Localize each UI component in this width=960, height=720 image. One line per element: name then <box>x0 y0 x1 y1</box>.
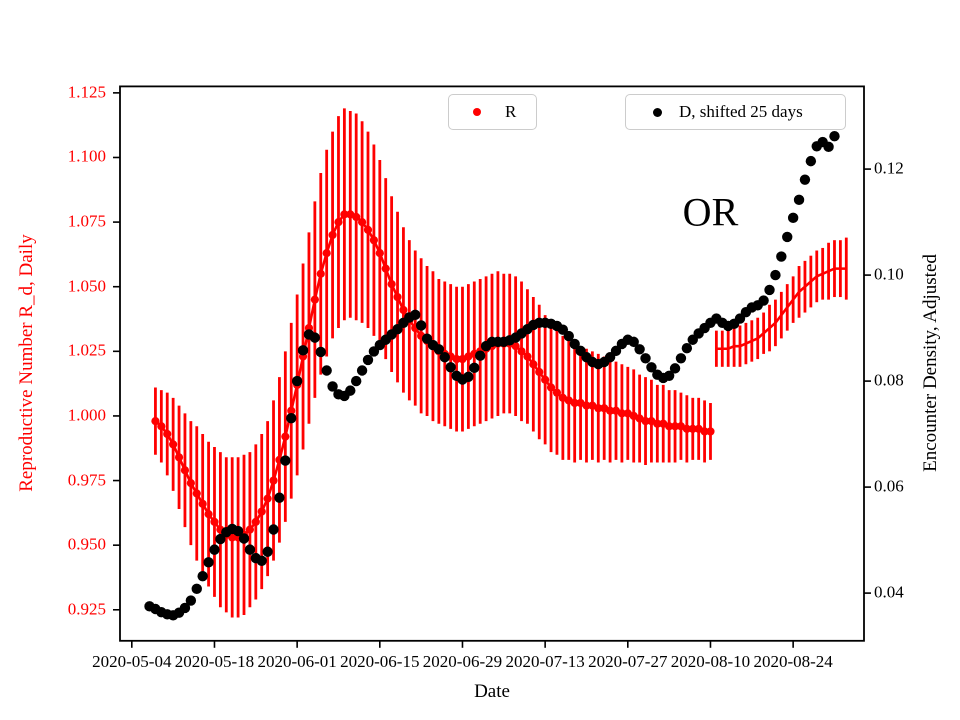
y-right-tick-label: 0.10 <box>874 264 904 284</box>
legend-d: D, shifted 25 days <box>625 94 846 130</box>
x-tick-label: 2020-05-18 <box>174 652 255 671</box>
x-tick-label: 2020-06-29 <box>422 652 503 671</box>
x-tick-label: 2020-08-24 <box>753 652 833 671</box>
legend-r: R <box>448 94 537 130</box>
y-left-tick-label: 0.975 <box>67 470 106 490</box>
y-right-tick-label: 0.04 <box>874 582 904 602</box>
y-left-tick-label: 0.950 <box>67 534 106 554</box>
state-annotation: OR <box>682 189 739 235</box>
x-tick-label: 2020-06-01 <box>257 652 337 671</box>
x-tick-label: 2020-07-13 <box>505 652 585 671</box>
y-left-tick-label: 1.025 <box>67 340 106 360</box>
axis-ticks <box>113 92 871 648</box>
y-axis-label-right: Encounter Density, Adjusted <box>920 254 941 472</box>
y-left-tick-label: 1.075 <box>67 211 106 231</box>
legend-r-label: R <box>505 102 517 121</box>
r-marker-icon <box>473 108 481 116</box>
x-tick-label: 2020-07-27 <box>588 652 668 671</box>
d-marker-icon <box>653 107 662 117</box>
y-right-tick-label: 0.08 <box>874 370 904 390</box>
x-axis-label: Date <box>474 681 510 702</box>
y-left-tick-label: 1.050 <box>67 276 106 296</box>
x-tick-label: 2020-08-10 <box>670 652 751 671</box>
x-tick-label: 2020-05-04 <box>92 652 172 671</box>
x-tick-label: 2020-06-15 <box>340 652 420 671</box>
y-right-tick-label: 0.12 <box>874 158 904 178</box>
y-left-tick-label: 1.100 <box>67 147 106 167</box>
plot-frame <box>119 85 865 642</box>
d-points <box>144 131 840 621</box>
legend-d-label: D, shifted 25 days <box>679 102 803 121</box>
r-forecast-line <box>716 267 847 351</box>
y-left-tick-label: 1.125 <box>67 82 106 102</box>
y-right-tick-label: 0.06 <box>874 476 904 496</box>
y-left-tick-label: 1.000 <box>67 405 106 425</box>
y-axis-label-left: Reproductive Number R_d, Daily <box>16 234 37 492</box>
y-left-tick-label: 0.925 <box>67 599 106 619</box>
